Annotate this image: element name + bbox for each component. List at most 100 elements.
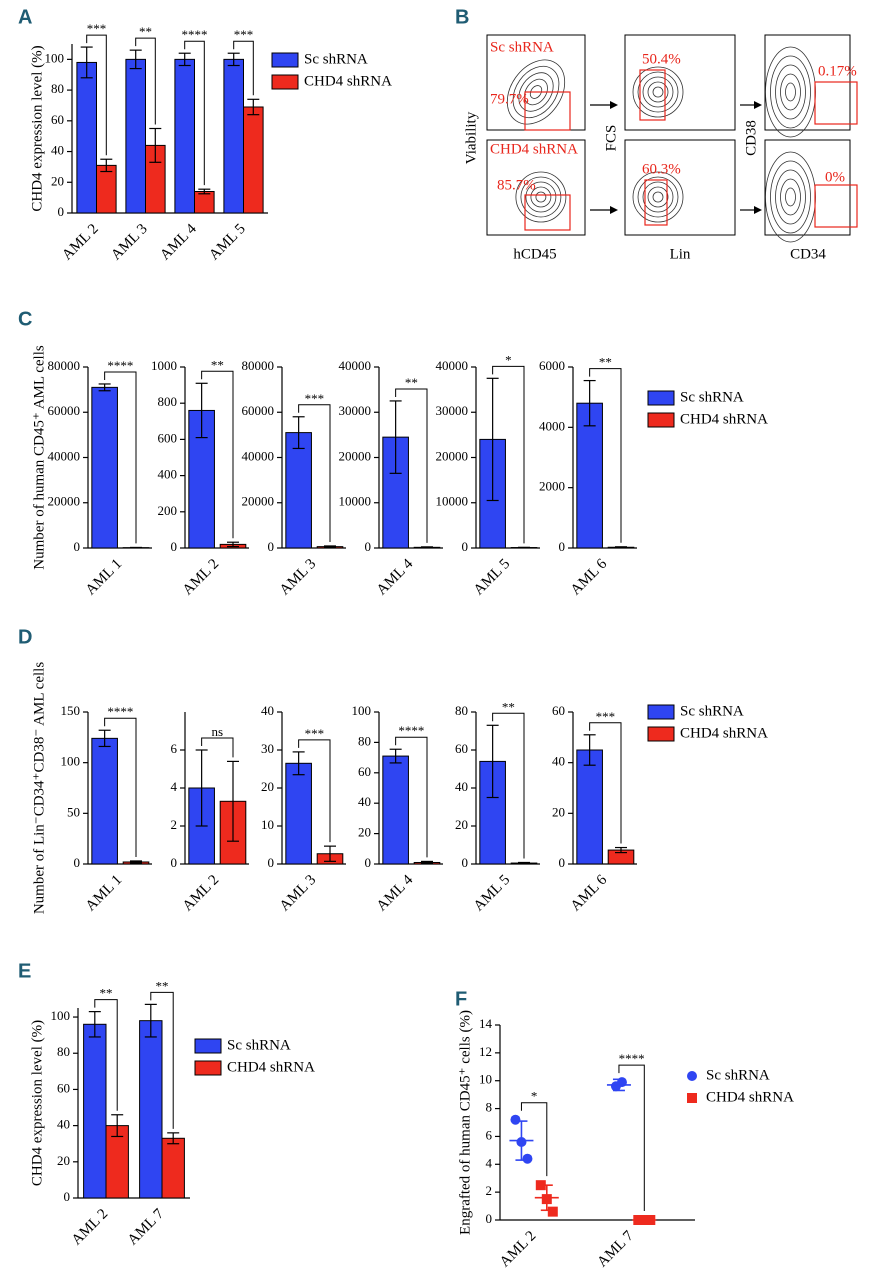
y-tick-label: 4 <box>486 1155 493 1170</box>
significance-label: *** <box>234 27 254 42</box>
significance-label: **** <box>182 27 208 42</box>
y-tick-label: 0 <box>365 855 372 870</box>
y-tick-label: 80000 <box>242 358 275 373</box>
panel-letter: D <box>18 626 32 648</box>
significance-label: ** <box>405 375 418 390</box>
significance-label: *** <box>596 709 616 724</box>
significance-label: **** <box>107 704 133 719</box>
contour <box>642 181 674 213</box>
contour <box>632 171 684 223</box>
legend-label: Sc shRNA <box>227 1037 291 1053</box>
contour <box>785 82 796 102</box>
y-tick-label: 4000 <box>539 418 565 433</box>
significance-bracket <box>618 1064 645 1211</box>
y-tick-label: 0 <box>462 855 469 870</box>
y-tick-label: 0 <box>365 539 372 554</box>
y-tick-label: 40 <box>261 703 274 718</box>
significance-label: ns <box>212 724 224 739</box>
gate <box>814 81 858 125</box>
contour <box>525 181 557 213</box>
contour <box>515 171 567 223</box>
x-tick-label: AML 5 <box>471 556 513 598</box>
significance-bracket <box>589 368 622 543</box>
x-tick-label: AML 3 <box>108 221 150 263</box>
y-tick-label: 40 <box>57 1117 70 1132</box>
x-axis-label: Lin <box>670 246 691 262</box>
legend-swatch <box>647 412 675 428</box>
y-tick-label: 0 <box>559 855 566 870</box>
significance-label: ** <box>156 978 169 993</box>
y-tick-label: 30 <box>261 741 274 756</box>
arrow-head <box>754 101 762 109</box>
y-tick-label: 20 <box>261 779 274 794</box>
y-axis-label: Number of Lin⁻CD34⁺CD38⁻ AML cells <box>31 662 47 915</box>
legend-label: CHD4 shRNA <box>706 1089 794 1105</box>
significance-label: ** <box>211 357 224 372</box>
flow-plot <box>624 139 736 236</box>
significance-bracket <box>150 991 174 1129</box>
flow-plot <box>624 34 736 131</box>
y-tick-label: 60 <box>358 764 371 779</box>
bar <box>161 1137 185 1199</box>
contour <box>770 160 811 234</box>
y-tick-label: 40000 <box>242 448 275 463</box>
significance-label: **** <box>107 358 133 373</box>
y-tick-label: 0 <box>171 539 178 554</box>
legend-swatch <box>194 1060 222 1076</box>
y-tick-label: 8 <box>486 1100 493 1115</box>
arrow-head <box>610 101 618 109</box>
flow-plot <box>486 34 586 131</box>
bar <box>96 164 117 214</box>
bar <box>223 58 244 214</box>
y-tick-label: 2 <box>171 817 178 832</box>
y-tick-label: 20000 <box>339 448 372 463</box>
contour <box>524 78 548 106</box>
y-tick-label: 40000 <box>48 448 81 463</box>
y-tick-label: 20000 <box>48 494 81 509</box>
y-tick-label: 40 <box>552 754 565 769</box>
y-axis-label: CHD4 expression level (%) <box>29 45 45 211</box>
gate <box>524 194 571 231</box>
y-tick-label: 50 <box>67 804 80 819</box>
legend-swatch <box>194 1038 222 1054</box>
contour <box>647 186 669 208</box>
x-tick-label: AML 5 <box>206 221 248 263</box>
legend-marker <box>687 1093 697 1103</box>
contour <box>518 72 554 112</box>
y-tick-label: 14 <box>479 1016 493 1031</box>
y-tick-label: 60 <box>455 741 468 756</box>
x-tick-label: AML 1 <box>83 556 125 598</box>
y-tick-label: 80000 <box>48 358 81 373</box>
significance-bracket <box>298 404 331 542</box>
legend-label: CHD4 shRNA <box>227 1059 315 1075</box>
y-tick-label: 10 <box>261 817 274 832</box>
bar <box>174 58 195 214</box>
bar <box>194 190 215 214</box>
y-tick-label: 60000 <box>242 403 275 418</box>
y-tick-label: 0 <box>462 539 469 554</box>
panel-letter: C <box>18 308 32 330</box>
y-tick-label: 100 <box>352 703 372 718</box>
y-tick-label: 0 <box>58 204 65 219</box>
y-tick-label: 100 <box>61 754 81 769</box>
sample-label: CHD4 shRNA <box>490 141 578 157</box>
y-tick-label: 6000 <box>539 358 565 373</box>
x-tick-label: AML 4 <box>157 221 200 264</box>
gate-percent: 79.7% <box>490 91 529 107</box>
y-tick-label: 60 <box>57 1080 70 1095</box>
y-tick-label: 200 <box>158 503 178 518</box>
y-tick-label: 60000 <box>48 403 81 418</box>
significance-label: *** <box>87 21 107 36</box>
y-tick-label: 40 <box>51 143 64 158</box>
significance-label: ** <box>599 355 612 370</box>
bar <box>243 106 264 214</box>
y-tick-label: 400 <box>158 467 178 482</box>
legend-label: CHD4 shRNA <box>680 411 768 427</box>
legend-label: CHD4 shRNA <box>680 725 768 741</box>
y-tick-label: 4 <box>171 779 178 794</box>
contour <box>780 73 801 111</box>
y-tick-label: 1000 <box>151 358 177 373</box>
contour <box>652 191 664 203</box>
y-tick-label: 0 <box>268 539 275 554</box>
